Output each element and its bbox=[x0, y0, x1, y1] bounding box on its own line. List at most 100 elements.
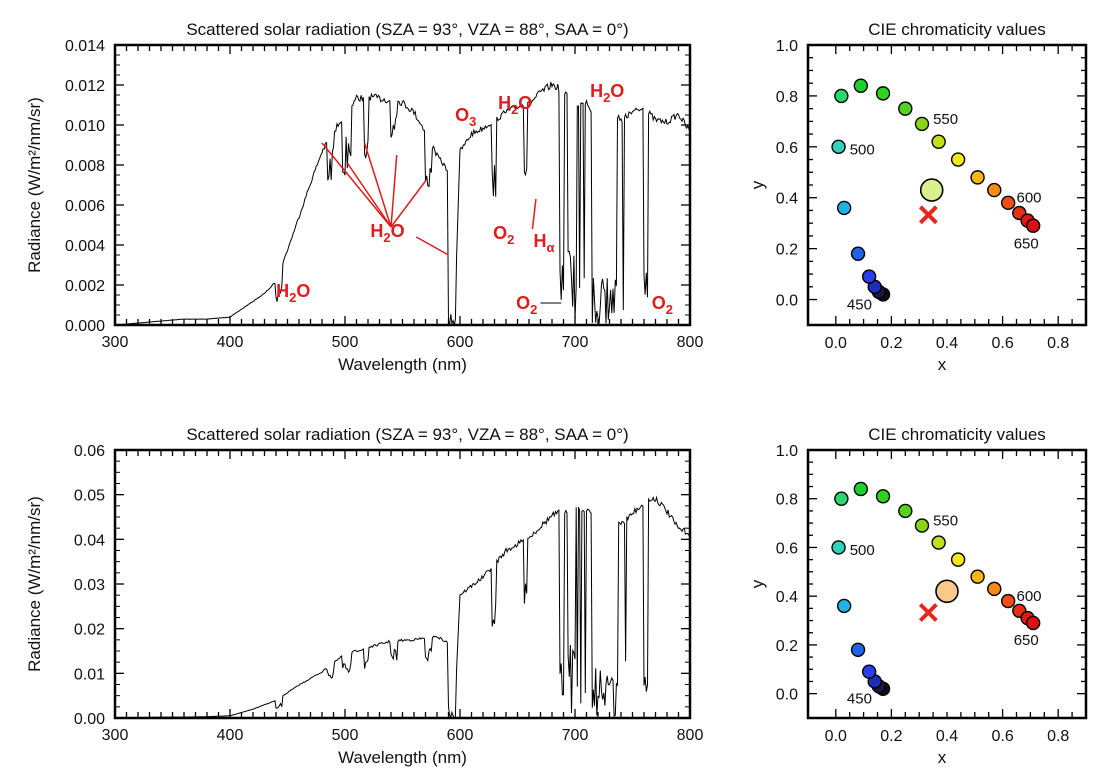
annotation-leader bbox=[390, 180, 427, 228]
locus-point bbox=[987, 182, 1002, 198]
annotation-7: O2 bbox=[516, 293, 537, 317]
y-tick-label: 0.0 bbox=[776, 293, 798, 310]
locus-point bbox=[850, 642, 866, 657]
locus-point bbox=[970, 170, 985, 185]
locus-point bbox=[836, 200, 852, 216]
annotation-1: H2O bbox=[498, 93, 532, 117]
x-axis-label: x bbox=[938, 355, 947, 374]
x-tick-label: 0.2 bbox=[880, 335, 902, 352]
y-tick-label: 0.0 bbox=[776, 687, 798, 704]
y-tick-label: 0.01 bbox=[74, 666, 105, 683]
x-tick-label: 0.8 bbox=[1047, 335, 1069, 352]
locus-point bbox=[898, 503, 913, 519]
x-tick-label: 700 bbox=[562, 334, 589, 351]
locus-point bbox=[834, 491, 849, 506]
cie-panel-1: CIE chromaticity values 0.0 0.2 0.4 0.6 0.8 0.… bbox=[748, 20, 1088, 374]
y-tick-label: 0.04 bbox=[74, 532, 105, 549]
cie-panel-3: CIE chromaticity values 0.0 0.2 0.4 0.6 0.8 0.… bbox=[748, 425, 1088, 767]
y-axis-label: Radiance (W/m²/nm/sr) bbox=[25, 496, 44, 672]
chart-title: CIE chromaticity values bbox=[868, 425, 1046, 444]
y-tick-label: 0.05 bbox=[74, 488, 105, 505]
locus-point bbox=[950, 152, 966, 167]
locus-point bbox=[853, 481, 869, 497]
plot-frame bbox=[806, 43, 1088, 327]
annotation-leader bbox=[390, 154, 398, 228]
annotation-leader bbox=[415, 236, 449, 256]
locus-point bbox=[1000, 593, 1016, 609]
annotation-3: H2O bbox=[370, 221, 404, 245]
x-tick-label: 600 bbox=[447, 334, 474, 351]
wavelength-label: 550 bbox=[933, 513, 958, 530]
plot-frame bbox=[113, 43, 692, 327]
chart-title: CIE chromaticity values bbox=[868, 20, 1046, 39]
x-tick-label: 600 bbox=[447, 727, 474, 744]
x-tick-label: 700 bbox=[562, 727, 589, 744]
plot-frame bbox=[113, 448, 692, 720]
locus-point bbox=[931, 134, 946, 149]
spectrum-line bbox=[114, 81, 691, 326]
wavelength-label: 500 bbox=[850, 141, 875, 158]
locus-point bbox=[875, 86, 891, 101]
x-tick-label: 0.0 bbox=[825, 335, 847, 352]
spectrum-color-point bbox=[919, 178, 944, 202]
wavelength-label: 600 bbox=[1017, 190, 1042, 207]
x-tick-label: 0.6 bbox=[991, 728, 1013, 745]
annotation-8: O2 bbox=[652, 293, 673, 317]
x-tick-label: 0.8 bbox=[1047, 728, 1069, 745]
annotation-5: Hα bbox=[533, 231, 554, 255]
x-tick-label: 400 bbox=[217, 334, 244, 351]
y-tick-label: 0.006 bbox=[65, 198, 105, 215]
annotation-4: O2 bbox=[493, 223, 514, 247]
x-tick-label: 800 bbox=[677, 334, 704, 351]
y-tick-label: 1.0 bbox=[776, 38, 798, 55]
y-tick-label: 0.008 bbox=[65, 158, 105, 175]
y-tick-label: 0.00 bbox=[74, 711, 105, 728]
y-tick-label: 0.6 bbox=[776, 540, 798, 557]
locus-point bbox=[931, 535, 946, 550]
locus-point bbox=[898, 101, 913, 116]
y-tick-label: 0.2 bbox=[776, 638, 798, 655]
locus-point bbox=[850, 246, 866, 261]
y-tick-label: 0.03 bbox=[74, 577, 105, 594]
locus-point bbox=[1000, 195, 1016, 211]
x-tick-label: 300 bbox=[102, 727, 129, 744]
locus-point bbox=[970, 569, 985, 584]
x-tick-label: 0.6 bbox=[991, 335, 1013, 352]
spectrum-color-point bbox=[935, 579, 959, 604]
x-tick-label: 500 bbox=[332, 334, 359, 351]
locus-point bbox=[831, 540, 846, 555]
annotation-leader bbox=[321, 142, 392, 228]
chart-title: Scattered solar radiation (SZA = 93°, VZ… bbox=[186, 20, 628, 39]
y-tick-label: 0.6 bbox=[776, 140, 798, 157]
locus-point bbox=[1025, 218, 1041, 233]
wavelength-label: 650 bbox=[1014, 632, 1039, 649]
wavelength-label: 450 bbox=[847, 297, 872, 314]
wavelength-label: 650 bbox=[1014, 236, 1039, 253]
wavelength-label: 500 bbox=[850, 542, 875, 559]
y-tick-label: 0.8 bbox=[776, 89, 798, 106]
locus-point bbox=[875, 489, 891, 504]
locus-point bbox=[861, 269, 877, 284]
x-tick-label: 300 bbox=[102, 334, 129, 351]
locus-point bbox=[1025, 615, 1041, 631]
x-tick-label: 0.4 bbox=[936, 728, 958, 745]
annotation-leader bbox=[531, 198, 537, 230]
wavelength-label: 600 bbox=[1017, 588, 1042, 605]
wavelength-label: 550 bbox=[933, 111, 958, 128]
spectrum-panel-0: Scattered solar radiation (SZA = 93°, VZ… bbox=[25, 20, 703, 374]
locus-point bbox=[861, 664, 877, 679]
x-axis-label: Wavelength (nm) bbox=[338, 355, 467, 374]
chart-title: Scattered solar radiation (SZA = 93°, VZ… bbox=[186, 425, 628, 444]
y-tick-label: 0.010 bbox=[65, 118, 105, 135]
y-tick-label: 0.8 bbox=[776, 492, 798, 509]
x-axis-label: x bbox=[938, 748, 947, 767]
annotation-leader bbox=[346, 162, 392, 228]
white-point-marker bbox=[918, 603, 938, 622]
y-tick-label: 0.4 bbox=[776, 191, 798, 208]
x-tick-label: 0.4 bbox=[936, 335, 958, 352]
locus-point bbox=[914, 116, 930, 132]
y-tick-label: 0.06 bbox=[74, 443, 105, 460]
y-tick-label: 1.0 bbox=[776, 443, 798, 460]
